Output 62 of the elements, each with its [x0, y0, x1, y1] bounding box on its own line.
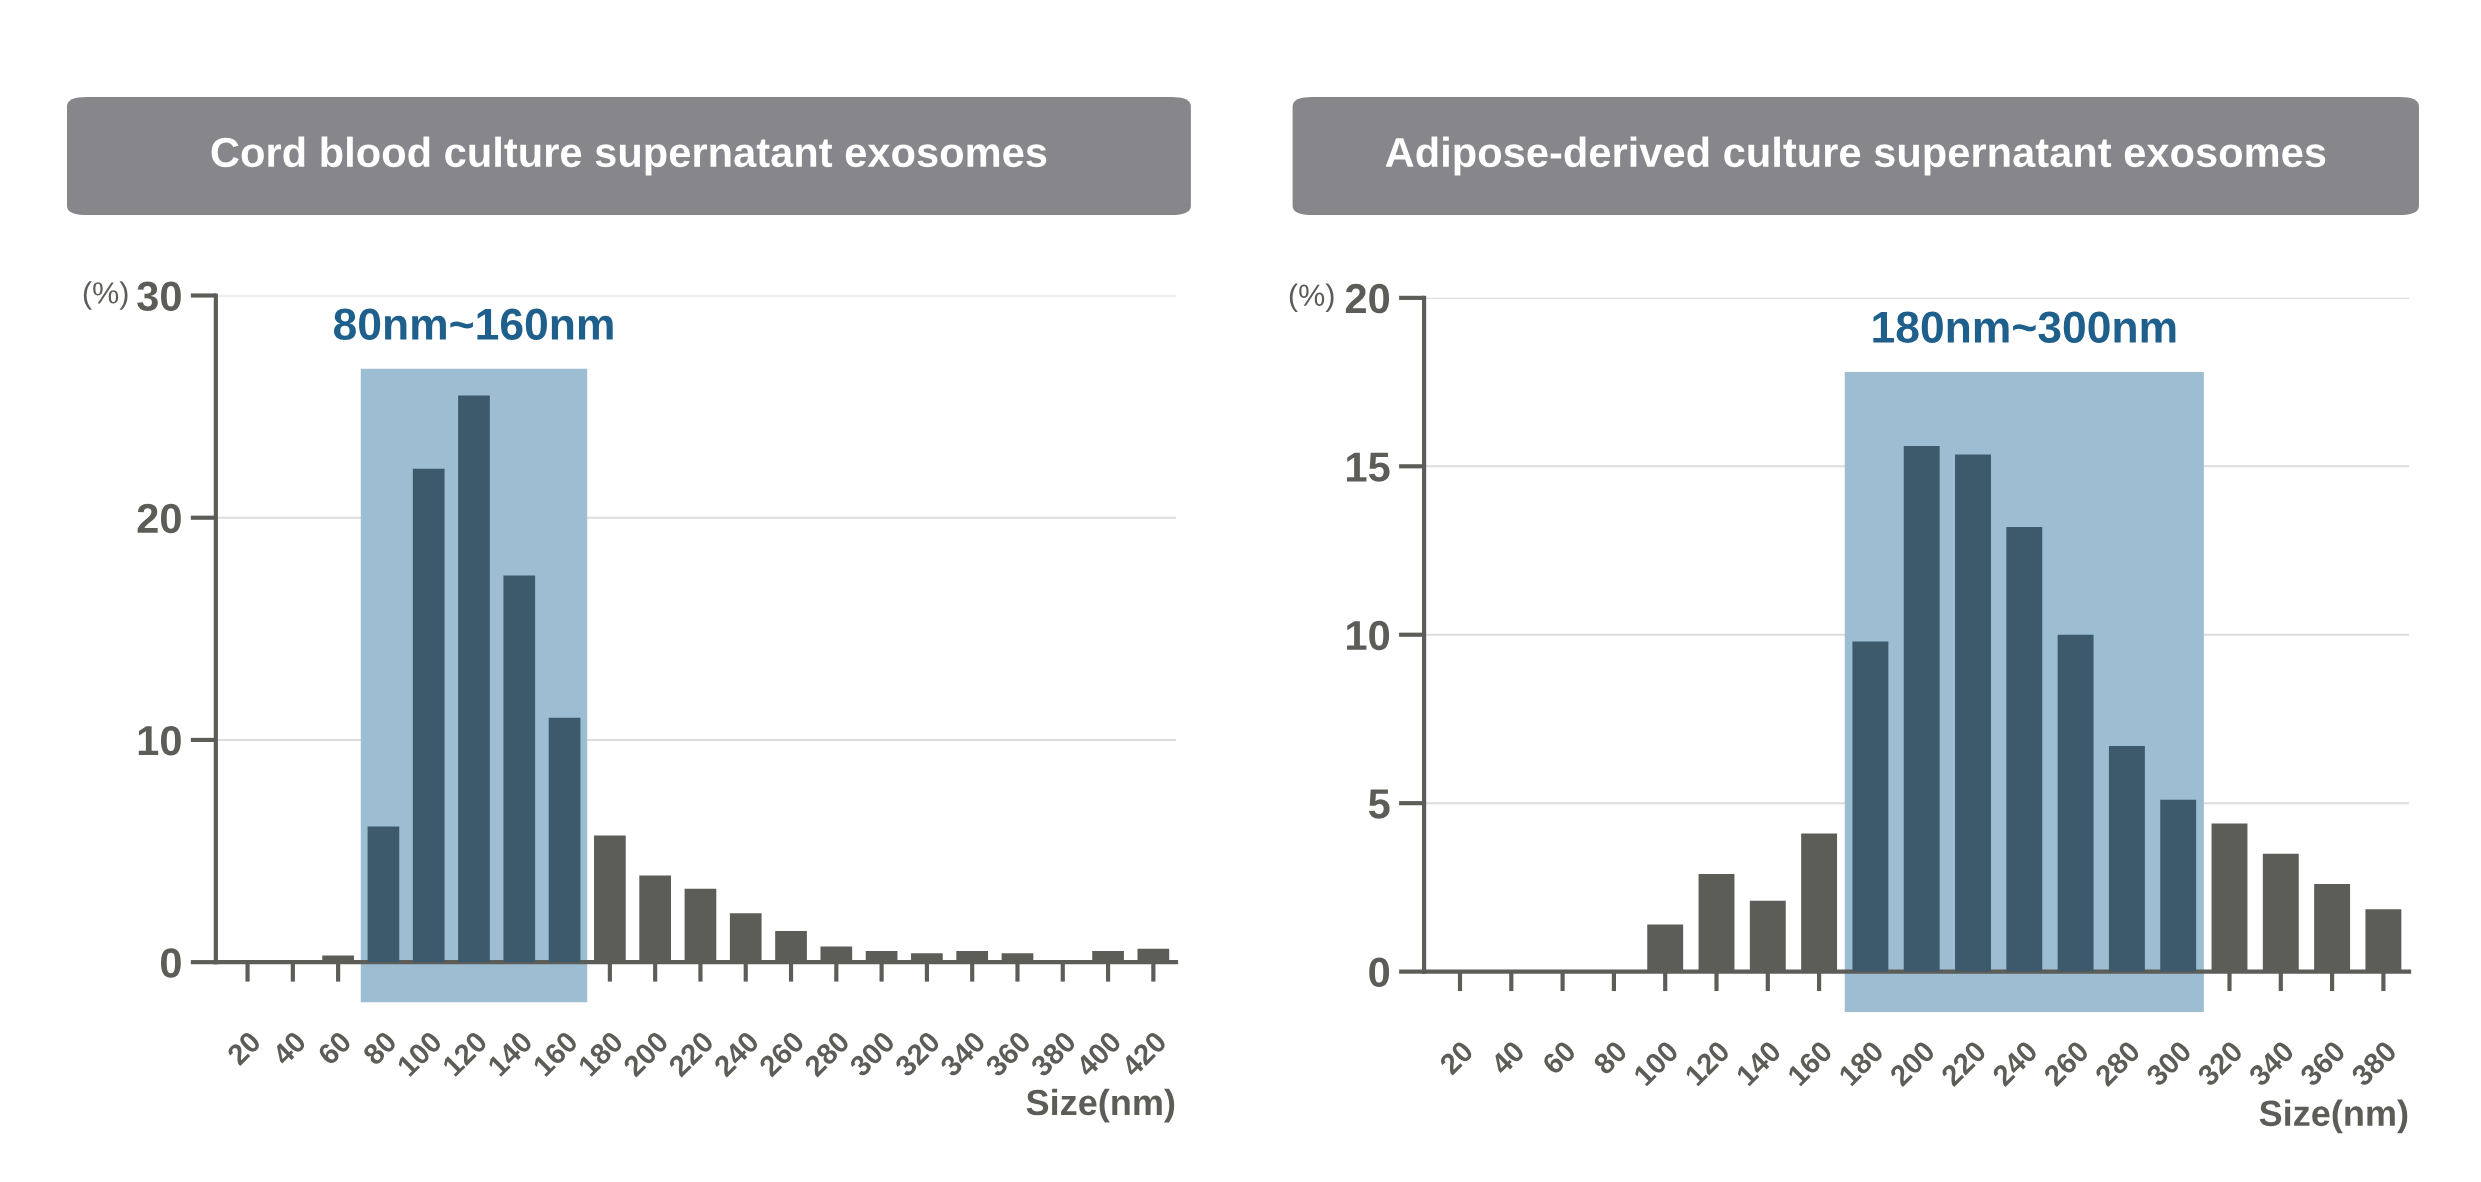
bar [2108, 745, 2145, 972]
x-tick-label: 220 [1939, 1039, 1988, 1088]
x-tick-label: 80 [1592, 1039, 1629, 1076]
x-tick-label: 140 [1735, 1039, 1783, 1087]
x-tick-label: 80 [361, 1030, 398, 1067]
bar [548, 717, 581, 963]
x-tick-label: 20 [225, 1030, 262, 1067]
x-tick-label: 40 [270, 1030, 308, 1067]
x-axis-title: Size(nm) [1026, 1088, 1175, 1123]
x-tick-label: 120 [1683, 1039, 1731, 1087]
x-tick-label: 380 [2350, 1039, 2398, 1088]
x-tick-label: 240 [1991, 1039, 2039, 1088]
x-tick-label: 280 [803, 1030, 851, 1078]
x-tick-label: 100 [396, 1030, 444, 1078]
bar [1955, 454, 1991, 972]
y-tick-label: 0 [1369, 957, 1390, 988]
x-tick-label: 360 [984, 1030, 1032, 1078]
x-tick-label: 200 [1888, 1039, 1937, 1088]
bar [2057, 634, 2094, 972]
x-tick-label: 20 [1438, 1039, 1475, 1076]
y-tick-label: 5 [1368, 789, 1390, 819]
bar [367, 826, 400, 963]
x-tick-label: 180 [577, 1030, 625, 1078]
x-tick-label: 60 [1540, 1039, 1577, 1076]
y-axis-title: (%) [1289, 283, 1334, 313]
y-tick-label: 20 [1345, 283, 1390, 314]
bar [2006, 526, 2043, 972]
y-tick-label: 20 [137, 503, 181, 534]
y-axis-title: (%) [83, 281, 128, 310]
bar [458, 395, 490, 963]
x-tick-label: 60 [316, 1030, 353, 1067]
x-tick-label: 220 [667, 1030, 715, 1078]
chart-title: Cord blood culture supernatant exosomes [211, 136, 1047, 176]
x-tick-label: 160 [1786, 1039, 1834, 1087]
x-tick-label: 280 [2093, 1039, 2142, 1088]
x-tick-label: 120 [441, 1030, 489, 1078]
y-tick-label: 0 [160, 948, 181, 978]
x-tick-label: 260 [2042, 1039, 2090, 1088]
y-tick-label: 15 [1347, 452, 1390, 482]
x-tick-label: 360 [2298, 1039, 2347, 1088]
y-tick-label: 10 [138, 725, 181, 756]
x-tick-label: 300 [2144, 1039, 2193, 1088]
bar [1903, 446, 1940, 972]
bar [412, 468, 445, 963]
y-tick-label: 10 [1347, 620, 1390, 651]
bar [1852, 641, 1889, 972]
x-tick-label: 340 [2247, 1039, 2296, 1088]
x-tick-label: 200 [622, 1030, 670, 1078]
chart-title: Adipose-derived culture supernatant exosomes [1385, 136, 2326, 176]
x-tick-label: 40 [1489, 1039, 1526, 1077]
x-tick-label: 180 [1837, 1039, 1885, 1087]
y-tick-label: 30 [137, 281, 181, 312]
x-tick-label: 140 [486, 1030, 534, 1078]
bar [2160, 799, 2197, 972]
bar [503, 575, 536, 963]
x-tick-label: 320 [2196, 1039, 2244, 1088]
x-tick-label: 300 [848, 1030, 896, 1078]
x-tick-label: 100 [1632, 1039, 1680, 1087]
x-tick-label: 160 [532, 1030, 579, 1078]
band-label: 80nm~160nm [333, 308, 613, 341]
band-label: 180nm~300nm [1873, 311, 2176, 344]
x-axis-title: Size(nm) [2259, 1099, 2408, 1134]
